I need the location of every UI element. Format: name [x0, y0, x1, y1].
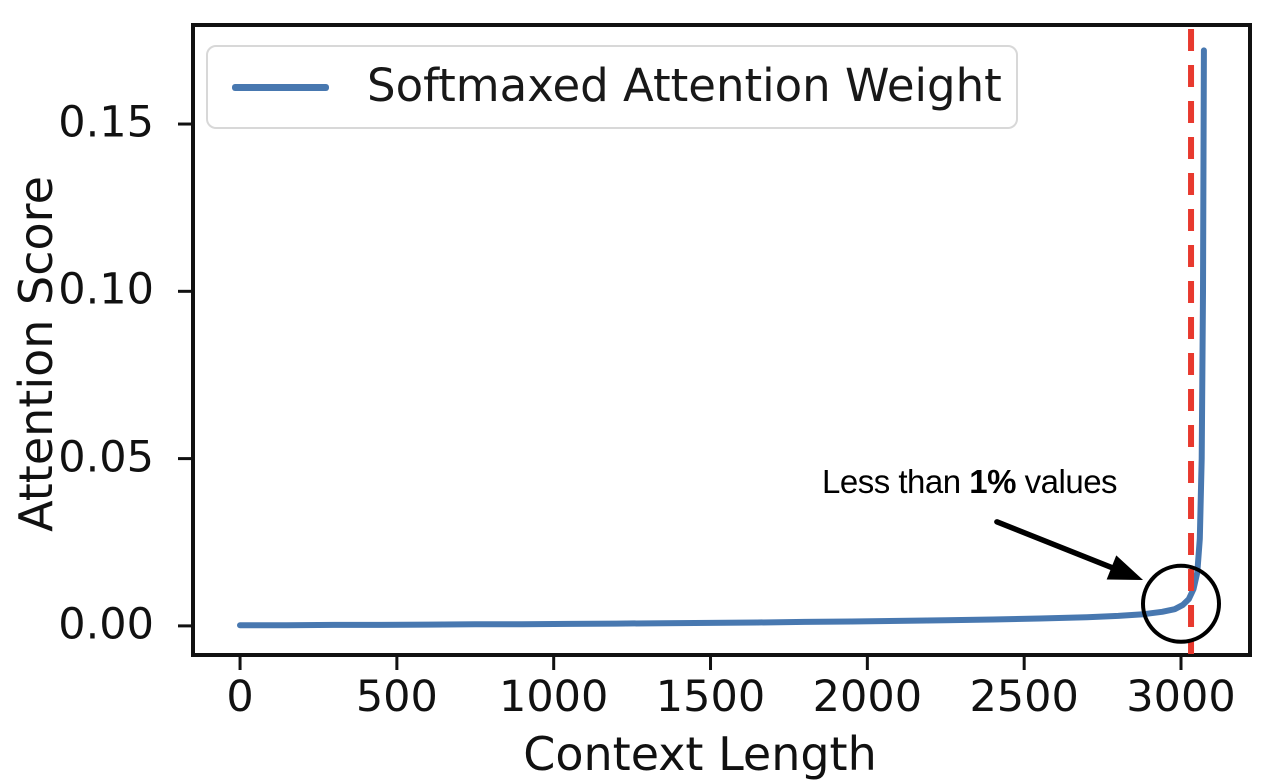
y-tick-label: 0.10: [58, 264, 154, 315]
x-tick-label: 1500: [655, 672, 766, 722]
axes-spines: [191, 23, 1252, 657]
x-tick-label: 500: [355, 672, 438, 722]
x-tick-label: 2500: [969, 672, 1079, 722]
x-tick-label: 3000: [1126, 672, 1236, 722]
legend: Softmaxed Attention Weight: [206, 45, 1018, 129]
annotation-arrow-head: [1106, 555, 1144, 581]
annotation-text-suffix: values: [1015, 463, 1118, 500]
x-tick-label: 0: [226, 672, 254, 722]
annotation-text: Less than 1% values: [822, 463, 1118, 501]
x-tick-label: 1000: [498, 672, 609, 722]
annotation-text-bold: 1%: [969, 463, 1016, 500]
legend-line-swatch: [232, 83, 329, 91]
annotation-arrow-shaft: [994, 519, 1115, 571]
y-tick-label: 0.15: [58, 97, 154, 148]
x-axis-label: Context Length: [523, 727, 877, 781]
y-tick-label: 0.05: [58, 432, 154, 483]
legend-label: Softmaxed Attention Weight: [367, 58, 1002, 112]
annotation-text-prefix: Less than: [822, 463, 970, 500]
x-tick-label: 2000: [812, 672, 923, 722]
annotation-circle: [1140, 563, 1221, 644]
attention-curve: [237, 47, 1207, 629]
y-tick-label: 0.00: [58, 599, 154, 650]
